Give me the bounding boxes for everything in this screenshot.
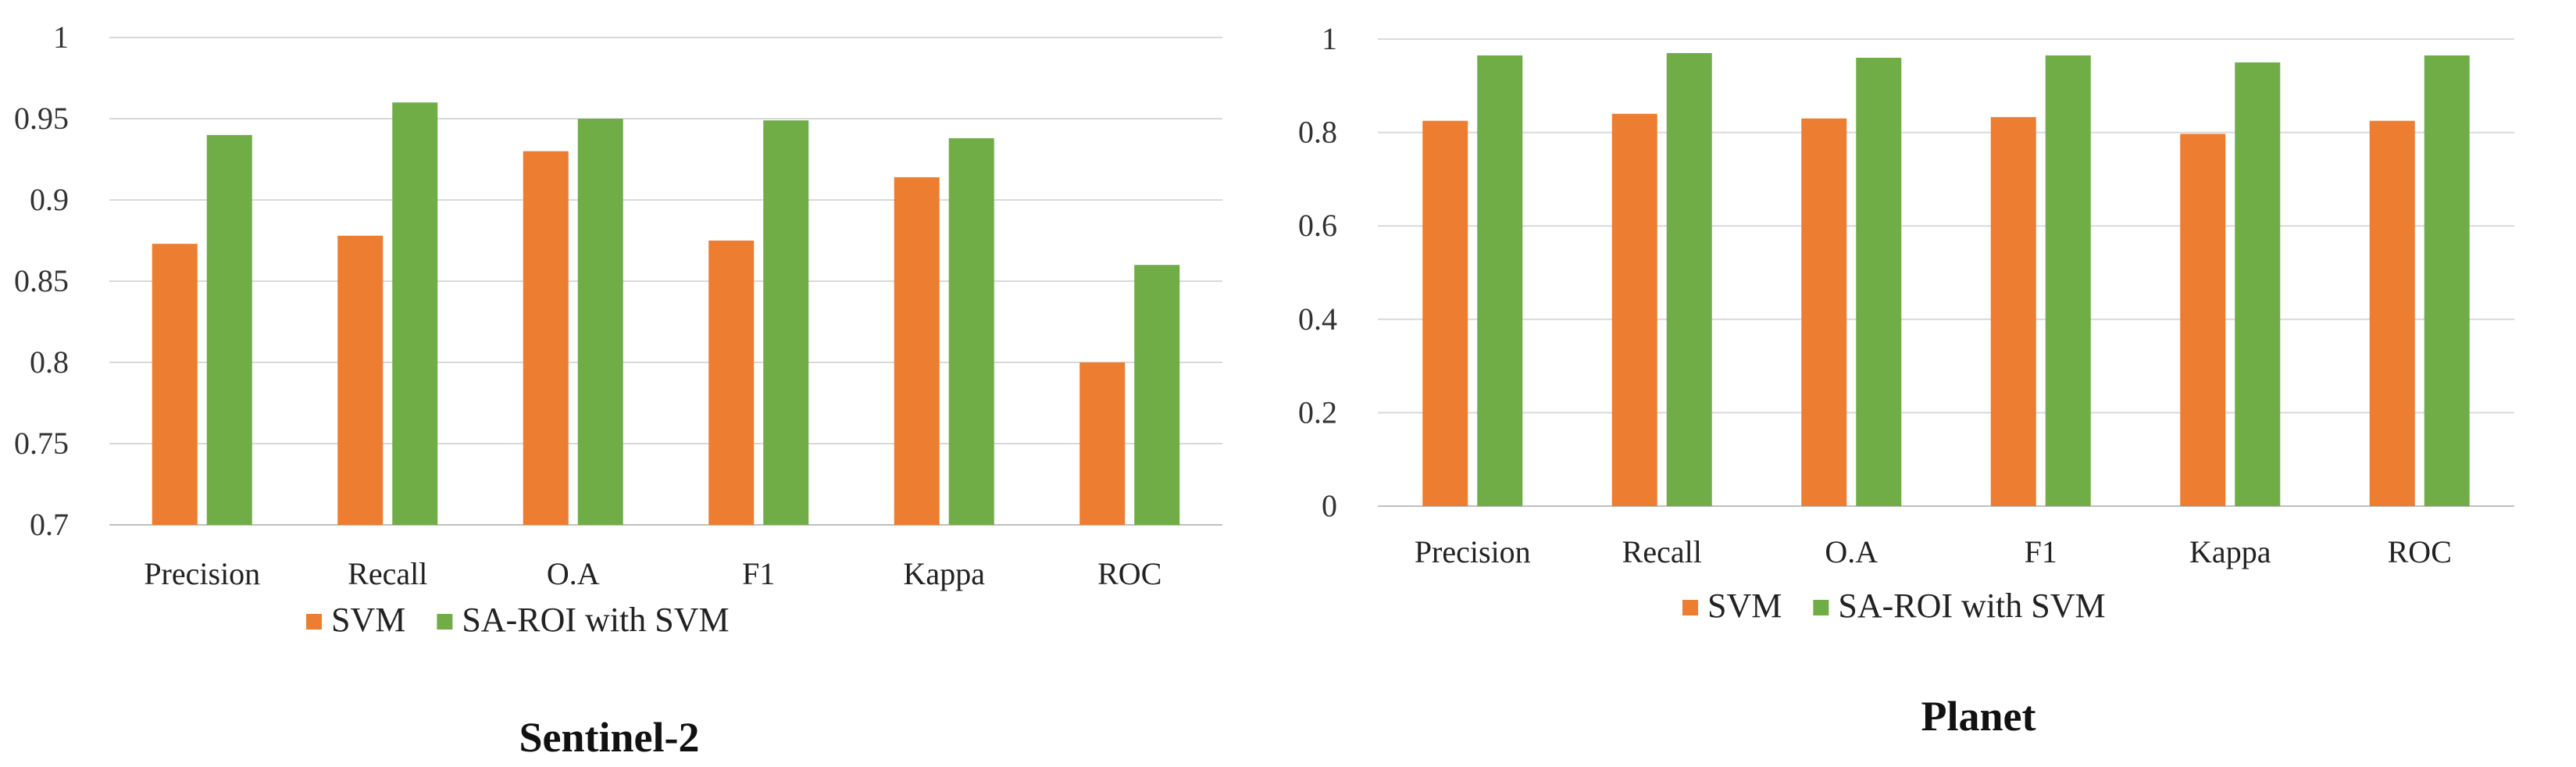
bar-svm-precision: [152, 244, 198, 525]
y-tick-label: 0.8: [1298, 115, 1337, 150]
legend-label: SVM: [1707, 587, 1782, 625]
bar-sa-roi-with-svm-f1: [763, 120, 809, 525]
legend-swatch: [437, 614, 453, 630]
bar-svm-f1: [1990, 116, 2036, 506]
bar-sa-roi-with-svm-o-a: [1856, 57, 1902, 507]
bar-sa-roi-with-svm-f1: [2045, 55, 2091, 507]
x-tick-label: Recall: [348, 556, 427, 591]
bar-svm-recall: [337, 235, 384, 525]
bar-sa-roi-with-svm-roc: [2424, 55, 2470, 507]
x-tick-label: O.A: [547, 556, 600, 591]
bar-svm-o-a: [1801, 118, 1847, 506]
bar-sa-roi-with-svm-precision: [206, 134, 252, 526]
bar-sa-roi-with-svm-recall: [1666, 52, 1712, 506]
x-tick-label: ROC: [1097, 556, 1161, 591]
y-tick-label: 0.4: [1298, 301, 1337, 337]
bar-svm-kappa: [894, 177, 940, 525]
legend-swatch: [1682, 600, 1698, 615]
legend-label: SA-ROI with SVM: [462, 601, 729, 639]
legend-swatch: [306, 614, 322, 630]
x-tick-label: O.A: [1825, 534, 1878, 569]
chart-title: Sentinel-2: [519, 714, 699, 761]
legend-label: SA-ROI with SVM: [1838, 587, 2105, 625]
legend-label: SVM: [331, 601, 405, 639]
x-tick-label: F1: [2025, 534, 2057, 569]
bar-svm-o-a: [523, 151, 569, 525]
chart-planet: 0 0.2 0.4 0.6 0.8 1 Precision Recall O.A F1 Kappa R…: [1298, 21, 2514, 740]
x-tick-label: Recall: [1622, 534, 1702, 569]
bar-svm-f1: [708, 241, 755, 525]
legend-swatch: [1813, 600, 1829, 615]
y-tick-label: 0.6: [1298, 208, 1337, 243]
bar-svm-roc: [2369, 120, 2415, 506]
x-tick-label: Precision: [144, 556, 260, 591]
bar-sa-roi-with-svm-o-a: [577, 119, 623, 525]
y-tick-label: 1: [53, 20, 69, 55]
bar-sa-roi-with-svm-recall: [392, 102, 438, 525]
bar-svm-precision: [1422, 120, 1468, 506]
y-tick-label: 0.7: [30, 507, 69, 542]
chart-title: Planet: [1921, 693, 2036, 740]
bar-sa-roi-with-svm-roc: [1134, 265, 1180, 525]
y-tick-label: 0: [1322, 488, 1337, 523]
bar-svm-recall: [1611, 113, 1657, 506]
chart-sentinel-2: 0.7 0.75 0.8 0.85 0.9 0.95 1 Precision Recall O.A…: [14, 20, 1222, 761]
bar-sa-roi-with-svm-kappa: [948, 137, 994, 525]
y-tick-label: 0.9: [30, 182, 69, 217]
y-tick-label: 0.85: [14, 263, 69, 298]
bar-svm-roc: [1079, 362, 1126, 525]
bar-sa-roi-with-svm-kappa: [2235, 62, 2281, 506]
y-tick-label: 0.95: [14, 101, 69, 136]
x-tick-label: Kappa: [904, 556, 986, 591]
x-tick-label: ROC: [2388, 534, 2452, 569]
bar-svm-kappa: [2180, 134, 2226, 507]
x-tick-label: Kappa: [2189, 534, 2271, 569]
y-tick-label: 0.2: [1298, 394, 1337, 430]
bar-sa-roi-with-svm-precision: [1477, 55, 1523, 507]
y-tick-label: 0.8: [30, 344, 69, 380]
x-tick-label: F1: [742, 556, 775, 591]
x-tick-label: Precision: [1415, 534, 1531, 569]
y-tick-label: 0.75: [14, 426, 69, 461]
y-tick-label: 1: [1322, 21, 1337, 56]
